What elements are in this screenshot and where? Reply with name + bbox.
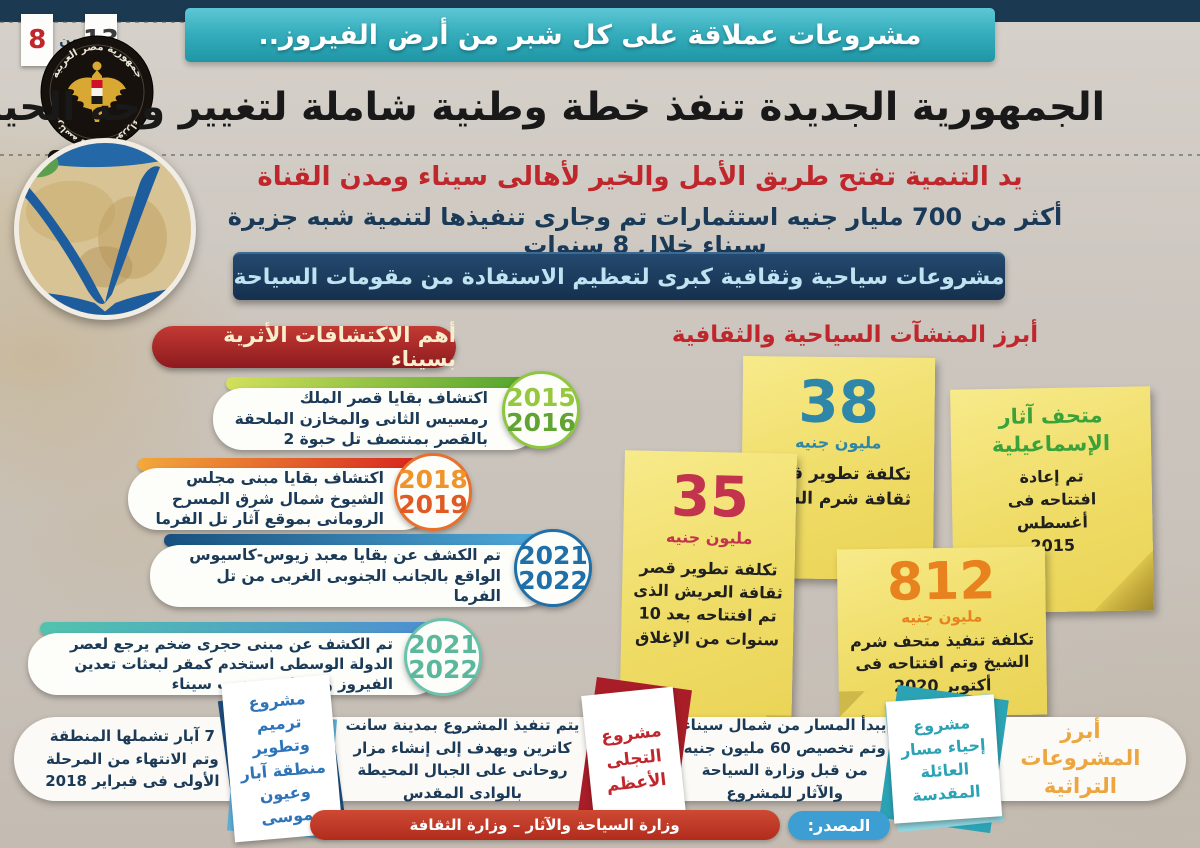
page-title-main: الجمهورية الجديدة تنفذ خطة وطنية شاملة ل… (0, 85, 1106, 130)
section-banner-tourism: مشروعات سياحية وثقافية كبرى لتعظيم الاست… (233, 252, 1005, 300)
timeline-bar (226, 377, 528, 390)
year-badge-2018-2019: 2018 2019 (394, 453, 472, 531)
top-banner-text: مشروعات عملاقة على كل شبر من أرض الفيروز… (258, 19, 922, 51)
subtitle-red: يد التنمية تفتح طريق الأمل والخير لأهالى… (257, 162, 1023, 192)
project-moses-springs-text: 7 آبار تشملها المنطقة وتم الانتهاء من ال… (45, 727, 220, 791)
timeline-bar (40, 622, 430, 635)
dotted-divider-header (0, 154, 1200, 156)
year-top: 2018 (398, 465, 468, 494)
badge-transfiguration: مشروع التجلى الأعظم (576, 677, 693, 839)
source-label: المصدر: (787, 810, 891, 840)
subtitle-investments: أكثر من 700 مليار جنيه استثمارات تم وجار… (227, 203, 1063, 259)
note-35-text: تكلفة تطوير قصر ثقافة العريش الذى تم افت… (633, 557, 783, 650)
page-current-card: 8 (21, 14, 54, 66)
project-holy-family-text: يبدأ المسار من شمال سيناء وتم تخصيص 60 م… (683, 716, 887, 802)
year-badge-2021-2022-b: 2021 2022 (404, 618, 482, 696)
heritage-band: أبرز المشروعات التراثية مشروع إحياء مسار… (14, 675, 1186, 843)
project-transfiguration-text: يتم تنفيذ المشروع بمدينة سانت كاترين ويه… (345, 716, 580, 802)
discovery-item-4-text: تم الكشف عن مبنى حجرى ضخم يرجع لعصر الدو… (69, 634, 393, 694)
eagle-icon (68, 61, 126, 122)
year-bottom: 2019 (398, 490, 468, 519)
note-35-unit: مليون جنيه (665, 527, 753, 548)
discoveries-title-ribbon: أهم الاكتشافات الأثرية بسيناء (152, 323, 456, 371)
year-bottom: 2022 (518, 566, 588, 595)
discovery-item-2-text: اكتشاف بقايا مبنى مجلس الشيوخ شمال شرق ا… (155, 468, 384, 529)
year-bottom: 2016 (506, 408, 576, 437)
note-812-value: 812 (886, 551, 996, 613)
source-text: وزارة السياحة والآثار – وزارة الثقافة (309, 810, 780, 840)
badge-moses-springs: مشروع ترميم وتطوير منطقة آبار وعيون موسى (217, 675, 346, 843)
discovery-item-3-text: تم الكشف عن بقايا معبد زيوس-كاسيوس الواق… (189, 545, 501, 606)
discovery-item-1: اكتشاف بقايا قصر الملك رمسيس الثانى والم… (213, 388, 540, 450)
discoveries-title: أهم الاكتشافات الأثرية بسيناء (223, 323, 456, 371)
note-38-value: 38 (797, 367, 880, 437)
section-banner-tourism-text: مشروعات سياحية وثقافية كبرى لتعظيم الاست… (233, 264, 1005, 290)
sinai-map (14, 138, 196, 320)
facilities-title: أبرز المنشآت السياحية والثقافية (671, 322, 1039, 348)
note-38-unit: مليون جنيه (794, 432, 882, 453)
sinai-map-icon (19, 143, 191, 315)
year-bottom: 2022 (408, 655, 478, 684)
note-35-value: 35 (670, 464, 750, 531)
heritage-title: أبرز المشروعات التراثية (1020, 719, 1141, 798)
top-banner: مشروعات عملاقة على كل شبر من أرض الفيروز… (185, 8, 995, 62)
year-badge-2015-2016: 2015 2016 (502, 371, 580, 449)
year-badge-2021-2022: 2021 2022 (514, 529, 592, 607)
note-812-unit: مليون جنيه (901, 607, 983, 627)
discovery-item-1-text: اكتشاف بقايا قصر الملك رمسيس الثانى والم… (234, 388, 488, 449)
year-top: 2021 (408, 630, 478, 659)
timeline-bar (164, 534, 540, 547)
badge-holy-family-route-label: مشروع إحياء مسار العائلة المقدسة (885, 694, 1002, 824)
timeline-bar (138, 458, 418, 471)
page-title: الجمهورية الجديدة تنفذ خطة وطنية شاملة ل… (0, 80, 1106, 133)
discovery-item-3: تم الكشف عن بقايا معبد زيوس-كاسيوس الواق… (150, 545, 553, 607)
source-row: المصدر: وزارة السياحة والآثار – وزارة ال… (0, 810, 1200, 840)
year-top: 2015 (506, 383, 576, 412)
page-current: 8 (28, 25, 47, 55)
discovery-item-2: اكتشاف بقايا مبنى مجلس الشيوخ شمال شرق ا… (128, 468, 432, 530)
note-ismailia-title: متحف آثار الإسماعيلية (991, 403, 1111, 458)
year-top: 2021 (518, 541, 588, 570)
badge-holy-family-route: مشروع إحياء مسار العائلة المقدسة (879, 684, 1009, 834)
note-812-text: تكلفة تنفيذ متحف شرم الشيخ وتم افتتاحه ف… (849, 629, 1035, 696)
note-ismailia-text: تم إعادة افتتاحه فى أغسطس 2015 (1007, 466, 1097, 556)
